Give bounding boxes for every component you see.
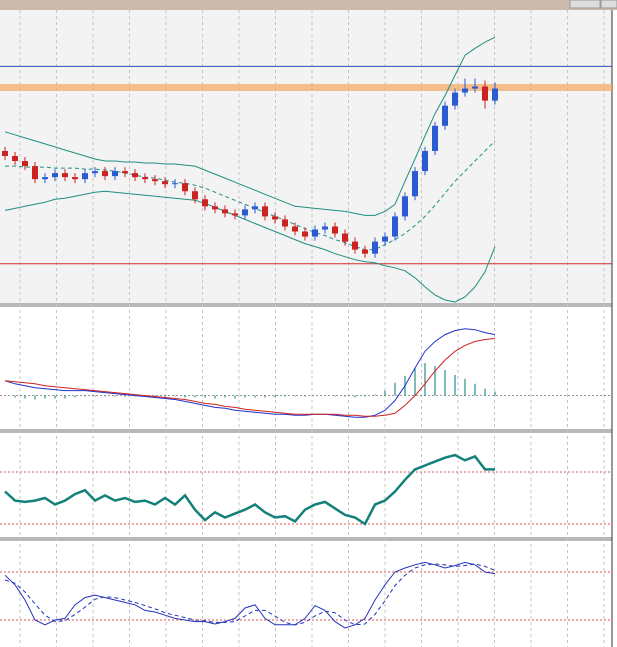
indicator-line bbox=[4, 453, 495, 526]
candle-body bbox=[382, 236, 388, 242]
candle-body bbox=[492, 88, 498, 101]
candle-body bbox=[332, 226, 338, 234]
candle-body bbox=[122, 171, 128, 174]
panel-separator bbox=[0, 429, 612, 433]
candle-body bbox=[82, 173, 88, 180]
candle-body bbox=[142, 177, 148, 180]
candle-body bbox=[282, 219, 288, 227]
candle-body bbox=[292, 226, 298, 232]
candle-body bbox=[62, 173, 68, 178]
window-button[interactable] bbox=[569, 0, 601, 9]
candle-body bbox=[192, 191, 198, 200]
candle-body bbox=[342, 233, 348, 242]
candle-body bbox=[2, 150, 8, 156]
candle-body bbox=[392, 216, 398, 237]
candle-body bbox=[262, 206, 268, 217]
candle-body bbox=[32, 166, 38, 180]
candle-body bbox=[402, 196, 408, 217]
indicator-line bbox=[4, 561, 496, 629]
candle-body bbox=[242, 209, 248, 216]
candle-body bbox=[172, 183, 178, 185]
candle-body bbox=[162, 181, 168, 185]
candle-body bbox=[482, 86, 488, 101]
candle-body bbox=[132, 173, 138, 178]
candle-body bbox=[12, 155, 18, 162]
title-bar bbox=[0, 0, 617, 10]
candle-body bbox=[212, 206, 218, 210]
candle-body bbox=[232, 213, 238, 216]
candle-body bbox=[322, 226, 328, 230]
candle-body bbox=[202, 199, 208, 207]
candle-body bbox=[182, 183, 188, 192]
indicator-line bbox=[4, 338, 496, 417]
indicator-line bbox=[5, 140, 496, 251]
vertical-grid bbox=[19, 10, 605, 647]
candle-body bbox=[42, 177, 48, 180]
panel-separator bbox=[0, 537, 612, 541]
candle-body bbox=[72, 177, 78, 180]
candle-body bbox=[272, 216, 278, 220]
indicator-line bbox=[4, 36, 496, 216]
indicator-line bbox=[4, 563, 496, 626]
indicator-line bbox=[4, 328, 496, 418]
candle-body bbox=[252, 206, 258, 210]
candle-body bbox=[112, 171, 118, 177]
candle-body bbox=[222, 209, 228, 214]
candle-body bbox=[422, 150, 428, 172]
indicator-line bbox=[4, 190, 496, 303]
candle-body bbox=[312, 229, 318, 237]
candle-body bbox=[362, 249, 368, 254]
panel-separator bbox=[0, 303, 612, 307]
price-panel-bg bbox=[0, 10, 612, 303]
candle-body bbox=[352, 241, 358, 250]
candle-body bbox=[152, 179, 158, 182]
candle-body bbox=[472, 86, 478, 89]
candle-body bbox=[432, 125, 438, 151]
candle-body bbox=[22, 161, 28, 167]
candle-body bbox=[52, 173, 58, 178]
candle-body bbox=[452, 92, 458, 106]
window-button[interactable] bbox=[600, 0, 617, 9]
candle-body bbox=[372, 241, 378, 254]
candle-body bbox=[462, 88, 468, 93]
candle-body bbox=[412, 171, 418, 197]
candle-body bbox=[442, 105, 448, 126]
candle-body bbox=[92, 171, 98, 174]
candle-body bbox=[102, 171, 108, 177]
candle-body bbox=[302, 231, 308, 237]
